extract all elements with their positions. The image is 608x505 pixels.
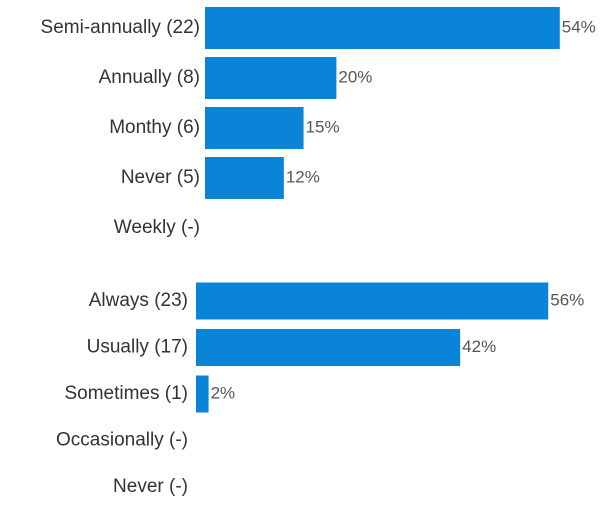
value-label: 54% (562, 17, 596, 36)
category-label: Weekly (-) (114, 217, 200, 238)
value-label: 2% (211, 383, 236, 402)
category-label: Usually (17) (87, 337, 188, 358)
category-label: Occasionally (-) (56, 430, 188, 451)
bar (196, 329, 461, 366)
category-label: Annually (8) (99, 67, 200, 88)
bar (205, 107, 304, 149)
value-label: 56% (550, 290, 584, 309)
value-label: 15% (306, 117, 340, 136)
category-label: Never (5) (121, 167, 200, 188)
category-label: Never (-) (113, 476, 188, 497)
bar (196, 375, 209, 413)
bar (205, 7, 560, 49)
value-label: 20% (338, 67, 372, 86)
bar (196, 282, 549, 320)
category-label: Always (23) (89, 290, 188, 311)
value-label: 42% (462, 337, 496, 356)
value-label: 12% (286, 167, 320, 186)
bar (205, 157, 284, 199)
bar (205, 57, 337, 99)
category-label: Monthy (6) (109, 117, 200, 138)
category-label: Semi-annually (22) (41, 17, 200, 38)
category-label: Sometimes (1) (64, 383, 188, 404)
